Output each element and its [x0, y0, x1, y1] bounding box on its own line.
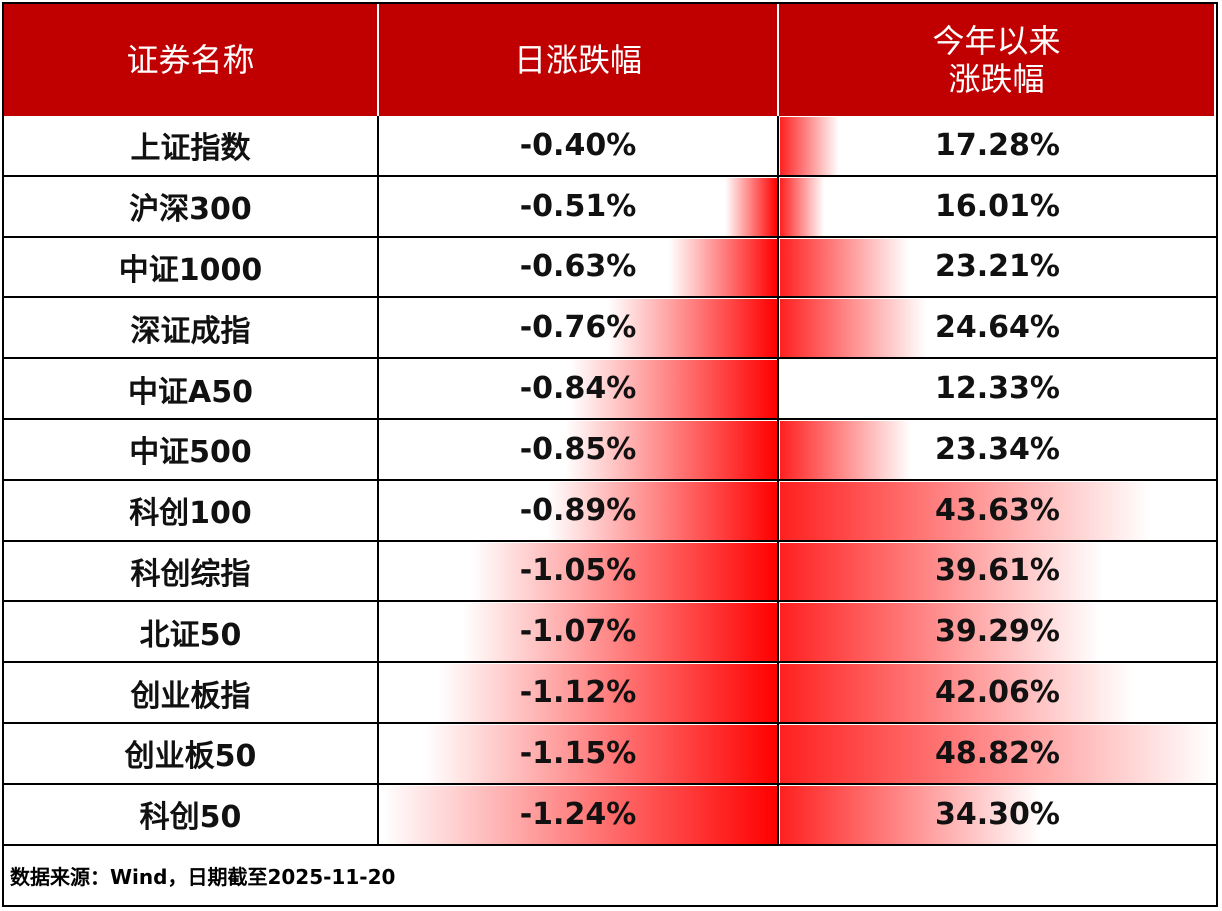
ytd-cell: 43.63% — [779, 481, 1216, 542]
header-cell: 日涨跌幅 — [379, 4, 779, 116]
daily-cell: -0.76% — [379, 298, 779, 360]
ytd-cell: 23.21% — [779, 238, 1216, 299]
ytd-cell: 34.30% — [779, 785, 1216, 846]
ytd-cell: 17.28% — [779, 116, 1216, 177]
ytd-bar — [780, 421, 911, 479]
name-cell: 创业板50 — [4, 724, 379, 785]
daily-cell: -1.05% — [379, 541, 779, 603]
ytd-bar — [780, 177, 824, 236]
ytd-bar — [780, 785, 1041, 844]
daily-bar — [565, 421, 777, 479]
daily-bar — [546, 481, 777, 540]
footer: 数据来源：Wind，日期截至2025-11-20 — [10, 864, 396, 889]
daily-bar — [461, 603, 777, 662]
daily-cell: -0.84% — [379, 359, 779, 420]
ytd-bar — [780, 299, 927, 358]
name-cell: 沪深300 — [4, 176, 379, 238]
daily-cell: -0.40% — [379, 116, 779, 177]
ytd-bar — [780, 238, 910, 297]
name-cell: 上证指数 — [4, 116, 379, 177]
ytd-cell: 48.82% — [779, 724, 1216, 785]
ytd-bar — [780, 481, 1152, 540]
name-cell: 科创综指 — [4, 541, 379, 603]
name-cell: 北证50 — [4, 602, 379, 664]
ytd-cell: 42.06% — [779, 663, 1216, 724]
name-cell: 创业板指 — [4, 663, 379, 724]
daily-bar — [570, 360, 777, 418]
daily-cell: -0.51% — [379, 176, 779, 238]
daily-cell: -0.89% — [379, 480, 779, 542]
daily-cell: -1.12% — [379, 663, 779, 724]
name-cell: 深证成指 — [4, 298, 379, 360]
header-text: 日涨跌幅 — [513, 41, 642, 79]
header-text: 涨跌幅 — [948, 60, 1045, 98]
daily-bar — [438, 664, 777, 722]
daily-cell: -0.85% — [379, 420, 779, 481]
ytd-bar — [780, 603, 1100, 662]
header-cell: 今年以来 涨跌幅 — [779, 4, 1216, 116]
daily-bar — [471, 542, 777, 601]
ytd-bar — [780, 117, 839, 175]
name-cell: 中证500 — [4, 420, 379, 481]
name-cell: 中证A50 — [4, 359, 379, 420]
daily-bar — [725, 177, 777, 236]
daily-bar — [607, 299, 777, 358]
name-cell: 中证1000 — [4, 237, 379, 299]
name-cell: 科创100 — [4, 480, 379, 542]
daily-cell: -0.63% — [379, 237, 779, 299]
header-cell: 证券名称 — [4, 4, 379, 116]
header-text: 证券名称 — [126, 41, 255, 79]
ytd-cell: 23.34% — [779, 420, 1216, 481]
daily-cell: -1.07% — [379, 602, 779, 664]
daily-cell: -1.24% — [379, 784, 779, 846]
ytd-cell: 16.01% — [779, 177, 1216, 238]
ytd-cell: 24.64% — [779, 298, 1216, 360]
header-text: 今年以来 — [932, 22, 1061, 60]
ytd-bar — [780, 725, 1213, 783]
daily-cell: -1.15% — [379, 724, 779, 785]
daily-bar — [382, 785, 777, 844]
ytd-cell: 39.61% — [779, 542, 1216, 603]
ytd-cell: 39.29% — [779, 602, 1216, 664]
ytd-cell: 12.33% — [779, 359, 1216, 420]
daily-bar — [424, 725, 777, 783]
ytd-bar — [780, 542, 1104, 601]
ytd-bar — [780, 664, 1133, 722]
name-cell: 科创50 — [4, 784, 379, 846]
daily-bar — [668, 238, 777, 297]
